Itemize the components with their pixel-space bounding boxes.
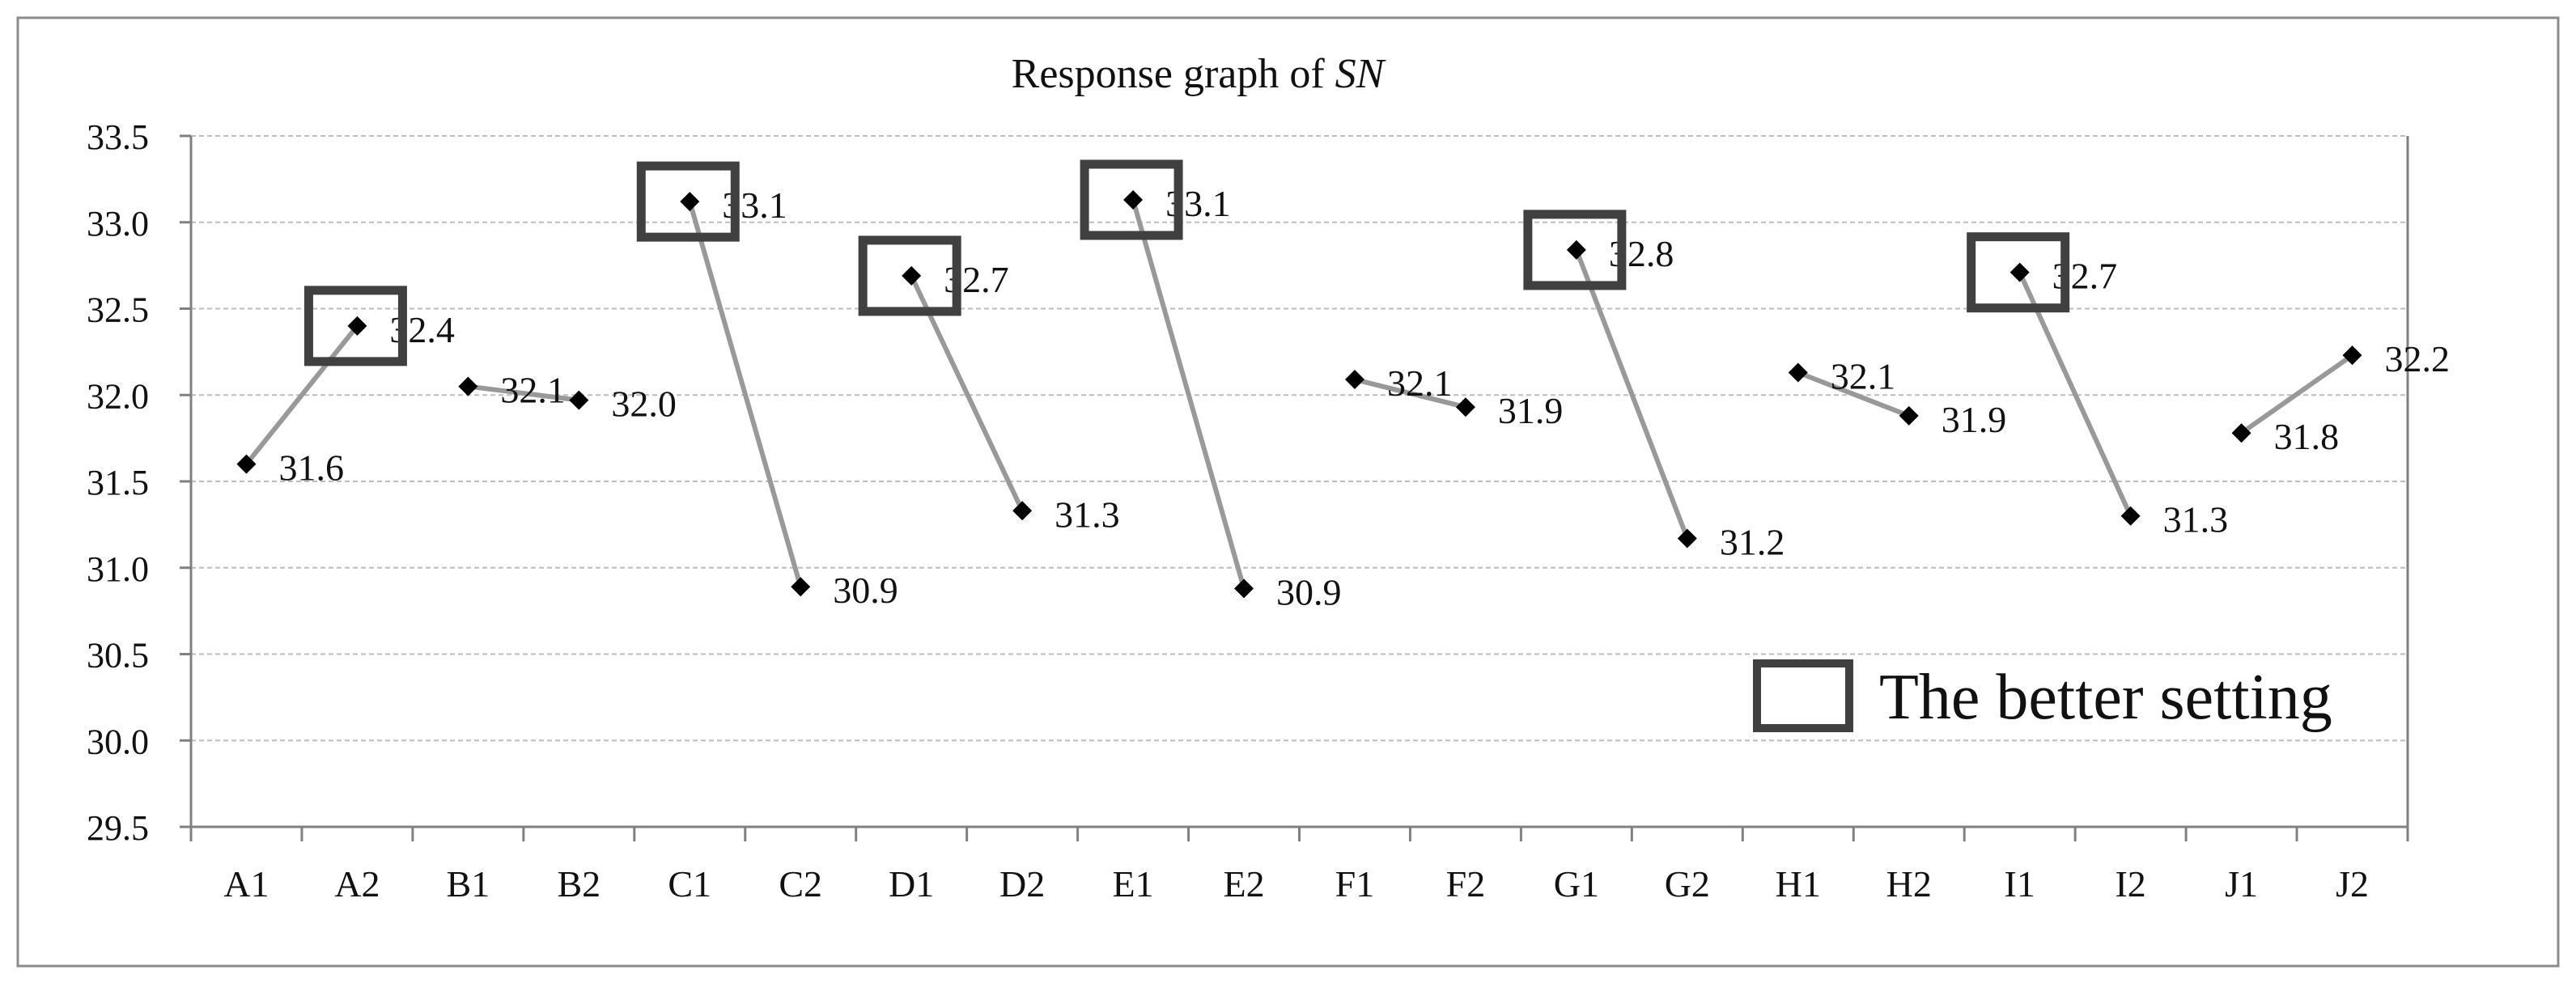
better-setting-box: [1523, 210, 1627, 290]
series-line: [1131, 199, 1246, 590]
x-tick-label: E1: [1113, 863, 1154, 905]
data-point-marker: [2009, 262, 2030, 282]
data-point-marker: [1677, 528, 1697, 549]
data-point-marker: [569, 390, 589, 410]
series-h: 32.1 31.9: [1788, 355, 2007, 440]
data-label: 32.1: [500, 370, 566, 411]
series-g: 32.831.2: [1523, 210, 1785, 562]
x-tick-label: J1: [2225, 863, 2258, 905]
x-tick-label: H1: [1776, 863, 1821, 905]
data-label: 31.8: [2274, 416, 2340, 457]
series-i: 32.731.3: [1967, 232, 2229, 540]
data-point-marker: [1234, 578, 1254, 599]
data-label: 32.0: [611, 383, 677, 425]
y-tick-label: 33.0: [87, 204, 149, 244]
y-tick-label: 31.0: [87, 549, 149, 589]
x-tick-label: H2: [1886, 863, 1932, 905]
better-setting-box: [1967, 232, 2070, 313]
y-tick-label: 33.5: [87, 117, 149, 157]
axis-layer: 29.5 30.0 30.5 31.0 31.5 32.0 32.5 33.0 33.5 A1 A2…: [87, 117, 2409, 905]
legend-box-icon: [1753, 659, 1853, 732]
data-label: 31.9: [1498, 390, 1564, 431]
data-point-marker: [1344, 370, 1364, 390]
data-label: 32.1: [1831, 355, 1896, 396]
data-point-marker: [791, 577, 811, 597]
chart-title-main: Response graph of: [1012, 51, 1335, 97]
x-tick-label: I1: [2005, 863, 2035, 905]
y-tick-label: 32.5: [87, 290, 149, 330]
chart-outer-border: [16, 16, 2560, 968]
data-point-marker: [1899, 405, 1919, 426]
series-line: [244, 324, 359, 466]
y-tick-label: 31.5: [87, 463, 149, 502]
y-tick-label: 29.5: [87, 808, 149, 848]
data-label: 31.3: [1055, 494, 1120, 535]
x-tick-label: C1: [668, 863, 711, 905]
data-label: 32.1: [1387, 362, 1453, 404]
series-c: 33.130.9: [636, 161, 898, 611]
series-line: [468, 383, 579, 403]
data-point-marker: [347, 316, 367, 336]
series-f: 32.1 31.9: [1344, 362, 1564, 431]
better-setting-box: [1080, 159, 1183, 240]
x-tick-label: E2: [1223, 863, 1264, 905]
better-setting-box: [303, 286, 407, 367]
series-line: [1354, 377, 1466, 410]
data-point-marker: [902, 265, 922, 286]
data-label: 31.2: [1720, 521, 1785, 562]
y-tick-label: 32.0: [87, 376, 149, 416]
y-tick-label: 30.0: [87, 722, 149, 761]
chart-title-italic: SN: [1335, 51, 1387, 97]
series-e: 33.130.9: [1080, 159, 1342, 612]
series-d: 32.731.3: [858, 235, 1120, 535]
series-j: 31.8 32.2: [2231, 338, 2451, 457]
data-point-marker: [236, 454, 257, 474]
data-label: 30.9: [833, 570, 898, 611]
data-point-marker: [1012, 501, 1033, 521]
data-point-marker: [2120, 506, 2141, 526]
data-point-marker: [1788, 362, 1808, 383]
legend: The better setting: [1753, 659, 2332, 733]
data-point-marker: [1455, 397, 1475, 417]
data-point-marker: [2342, 345, 2362, 366]
data-point-marker: [2231, 423, 2251, 443]
x-tick-label: B1: [447, 863, 490, 905]
x-tick-label: C2: [779, 863, 822, 905]
y-tick-label: 30.5: [87, 636, 149, 676]
x-tick-label: F2: [1446, 863, 1486, 905]
x-tick-label: B2: [557, 863, 601, 905]
data-label: 30.9: [1276, 571, 1342, 612]
series-b: 32.1 32.0: [458, 370, 677, 425]
series-a: 31.632.4: [236, 286, 455, 489]
series-line: [687, 201, 804, 588]
data-point-marker: [458, 376, 478, 396]
x-tick-label: D1: [889, 863, 934, 905]
data-label: 31.3: [2163, 499, 2229, 540]
data-label: 31.9: [1942, 399, 2007, 440]
data-point-marker: [1566, 239, 1586, 260]
data-label: 31.6: [278, 447, 344, 489]
x-tick-label: G1: [1554, 863, 1599, 905]
data-label: 32.2: [2385, 338, 2451, 379]
x-tick-label: I2: [2115, 863, 2145, 905]
data-point-marker: [680, 192, 700, 212]
series-line: [2017, 271, 2133, 517]
x-tick-label: A1: [223, 863, 269, 905]
data-point-marker: [1123, 189, 1144, 210]
chart-title: Response graph of SN: [1012, 51, 1387, 97]
x-tick-label: G2: [1665, 863, 1710, 905]
x-tick-label: A2: [334, 863, 380, 905]
legend-label: The better setting: [1879, 662, 2332, 733]
x-tick-label: D2: [999, 863, 1045, 905]
series-layer: 31.632.432.1 32.033.130.932.731.333.130.9…: [236, 159, 2451, 612]
better-setting-box: [636, 161, 740, 242]
series-line: [1797, 370, 1910, 418]
series-line: [2239, 353, 2354, 435]
series-line: [1574, 248, 1690, 540]
x-tick-label: F1: [1335, 863, 1375, 905]
better-setting-box: [858, 235, 961, 316]
x-tick-label: J2: [2336, 863, 2369, 905]
